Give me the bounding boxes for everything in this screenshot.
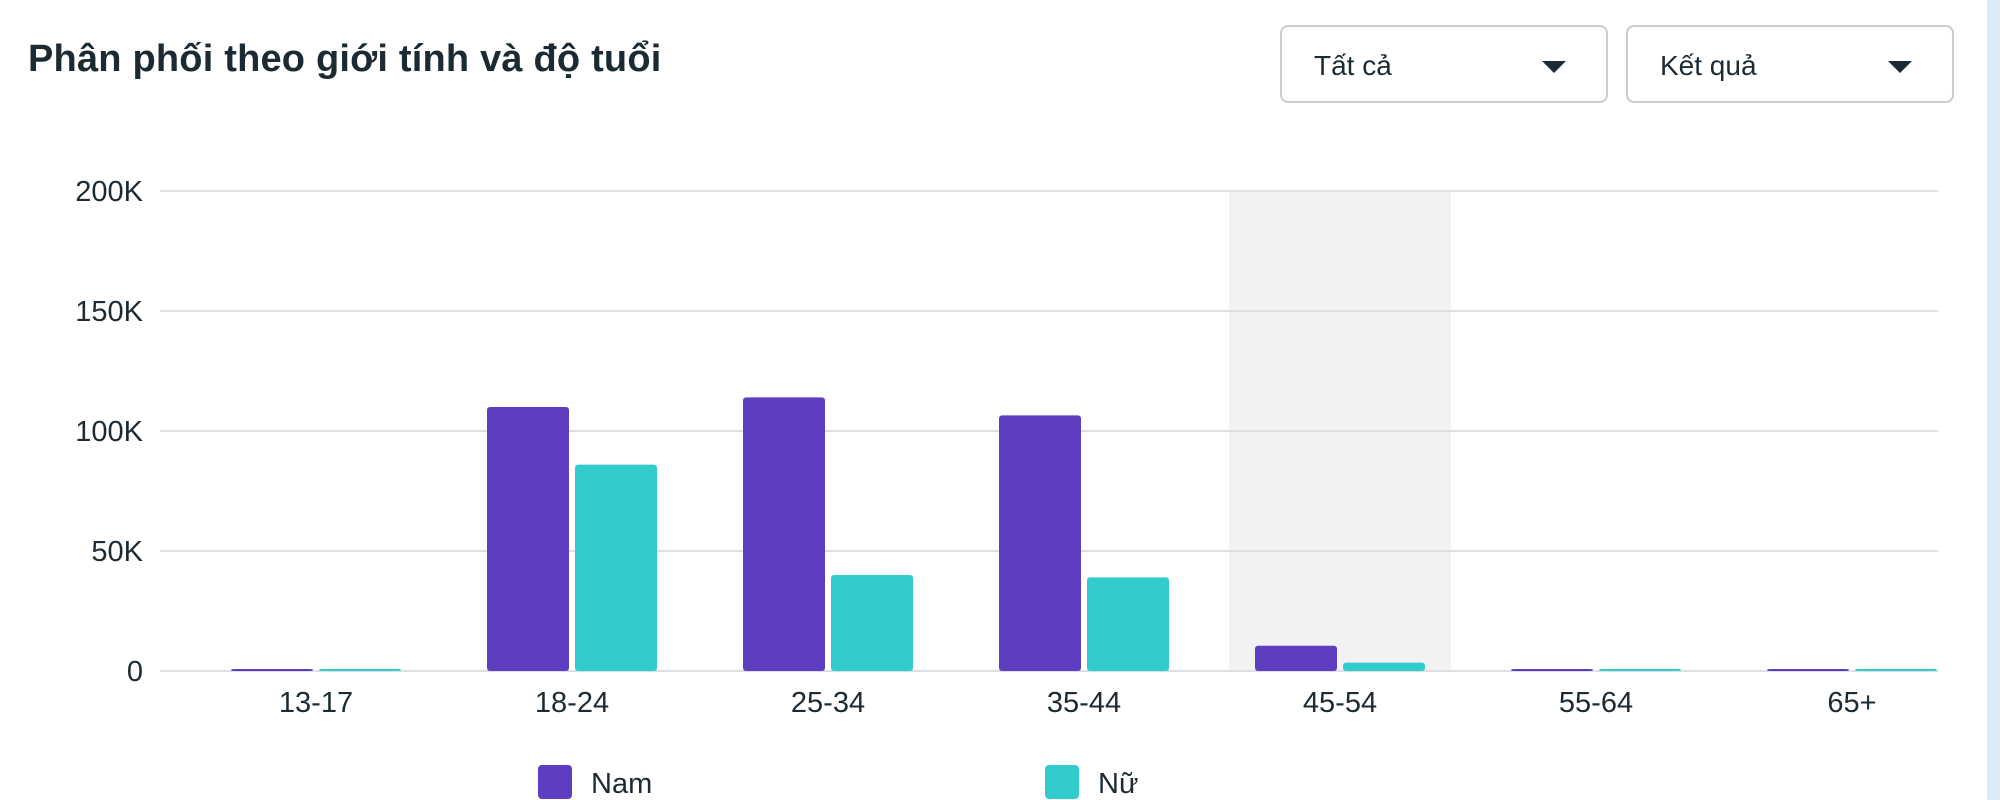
chart-title: Phân phối theo giới tính và độ tuổi [28,38,662,80]
bar-female [1599,669,1681,671]
scrollbar-track [1987,0,2000,800]
bar-male [487,407,569,671]
x-tick-label: 35-44 [1047,687,1121,719]
legend-swatch-female [1045,765,1079,799]
x-tick-label: 25-34 [791,687,865,719]
x-tick-label: 13-17 [279,687,353,719]
legend-label-male: Nam [591,768,652,800]
caret-down-icon [1542,61,1566,73]
caret-down-icon [1888,61,1912,73]
bar-female [1087,577,1169,671]
gender-filter-dropdown[interactable]: Tất cả [1280,25,1608,103]
legend-label-female: Nữ [1098,768,1138,800]
x-tick-label: 55-64 [1559,687,1633,719]
bar-male [231,669,313,671]
bar-female [319,669,401,671]
bar-male [743,397,825,671]
y-tick-label: 0 [127,656,143,688]
bar-male [1255,645,1337,671]
y-tick-label: 200K [75,176,143,208]
bar-female [831,575,913,671]
metric-filter-value: Kết quả [1660,50,1757,81]
bar-male [999,415,1081,671]
x-tick-label: 65+ [1827,687,1876,719]
y-tick-label: 150K [75,296,143,328]
bar-female [1855,669,1937,671]
bar-female [1343,662,1425,671]
bar-male [1767,669,1849,671]
x-tick-label: 18-24 [535,687,609,719]
x-tick-label: 45-54 [1303,687,1377,719]
bar-female [575,464,657,671]
metric-filter-dropdown[interactable]: Kết quả [1626,25,1954,103]
gender-filter-value: Tất cả [1314,50,1392,81]
y-tick-label: 100K [75,416,143,448]
y-tick-label: 50K [91,536,143,568]
bar-male [1511,669,1593,671]
legend-swatch-male [538,765,572,799]
